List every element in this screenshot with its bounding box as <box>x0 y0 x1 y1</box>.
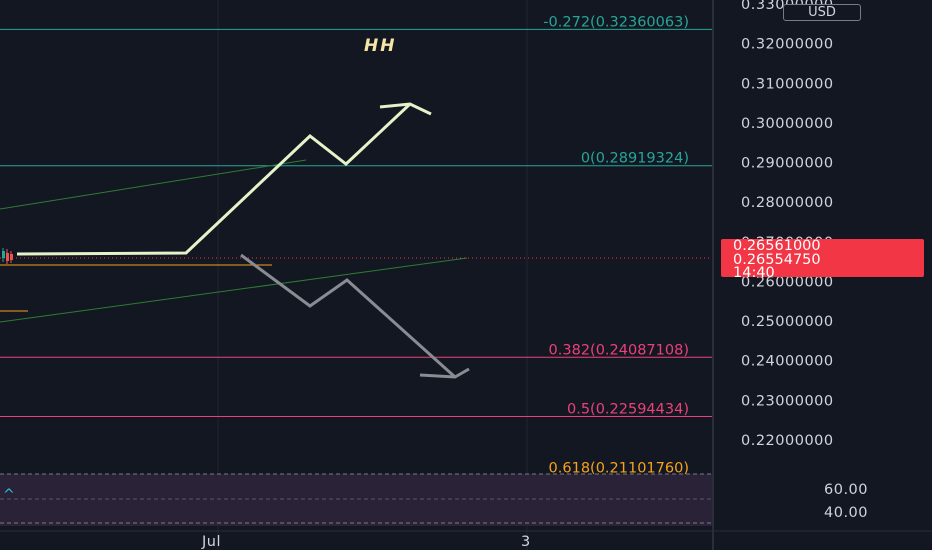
last-price-value: 0.26561000 <box>733 238 821 254</box>
candle <box>6 253 9 261</box>
oscillator-tick-40: 40.00 <box>824 505 868 521</box>
price-tick-label: 0.24000000 <box>741 354 834 370</box>
price-tick-label: 0.29000000 <box>741 156 834 172</box>
fib-retracement[interactable]: -0.272(0.32360063) 0(0.28919324) 0.382(0.2… <box>0 14 712 477</box>
bullish-arrowhead <box>379 102 432 116</box>
bearish-arrowhead <box>419 367 470 379</box>
price-tick-label: 0.26000000 <box>741 274 834 290</box>
fib-level-label: 0.382(0.24087108) <box>549 342 689 358</box>
bullish-projection-path[interactable] <box>16 102 412 256</box>
fib-level-label: -0.272(0.32360063) <box>543 14 689 30</box>
fib-level-label: 0(0.28919324) <box>581 151 689 167</box>
price-tick-label: 0.31000000 <box>741 76 834 92</box>
candle <box>2 251 5 258</box>
oscillator-indicator-mark: ^ <box>3 487 15 503</box>
time-label-jul: Jul <box>201 534 221 550</box>
pattern-label-hh: HH <box>364 36 396 56</box>
fib-level-label: 0.618(0.21101760) <box>549 461 689 477</box>
price-tick-label: 0.32000000 <box>741 37 834 53</box>
currency-button[interactable]: USD <box>783 4 861 21</box>
price-tick-label: 0.30000000 <box>741 116 834 132</box>
fib-level-label: 0.5(0.22594434) <box>567 401 689 417</box>
price-candles[interactable] <box>2 248 13 264</box>
time-label-3: 3 <box>521 534 531 550</box>
oscillator-pane[interactable] <box>0 474 713 526</box>
price-tick-label: 0.22000000 <box>741 433 834 449</box>
price-tick-label: 0.28000000 <box>741 195 834 211</box>
trendline-lower[interactable] <box>0 257 468 323</box>
price-tick-label: 0.25000000 <box>741 314 834 330</box>
price-axis[interactable]: 0.330000000.320000000.310000000.30000000… <box>741 0 834 449</box>
bearish-projection-path[interactable] <box>240 253 457 379</box>
countdown-timer: 14:40 <box>733 265 775 281</box>
price-tick-label: 0.23000000 <box>741 393 834 409</box>
oscillator-tick-60: 60.00 <box>824 482 868 498</box>
last-price-tag: 0.26561000 0.26554750 14:40 <box>721 238 924 280</box>
trendline-upper[interactable] <box>0 159 307 210</box>
second-price-value: 0.26554750 <box>733 251 821 268</box>
candle <box>10 254 13 260</box>
